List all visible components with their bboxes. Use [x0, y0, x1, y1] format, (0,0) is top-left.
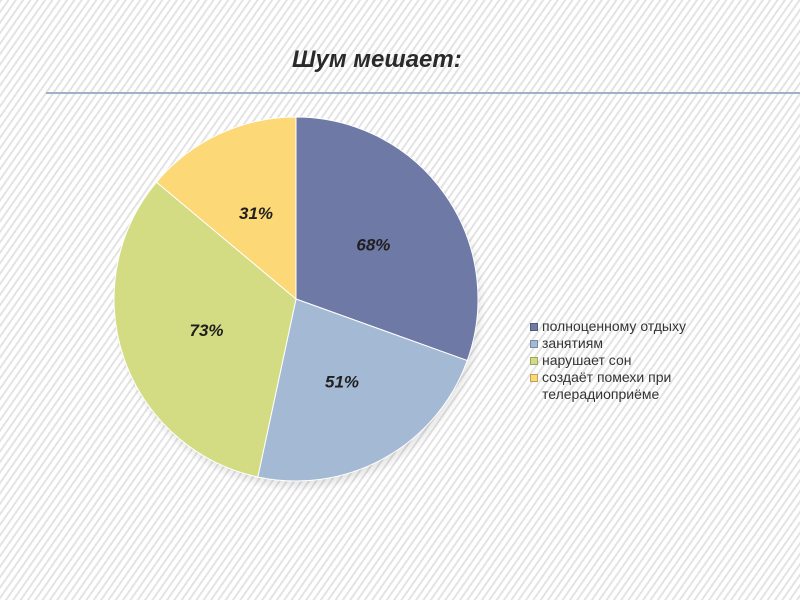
legend-swatch-2: [530, 340, 538, 348]
slice-label-1: 68%: [356, 236, 390, 255]
legend-item-3: нарушает сон: [530, 352, 710, 369]
legend-label-3: нарушает сон: [542, 352, 632, 368]
legend-swatch-1: [530, 323, 538, 331]
legend-item-1: полноценному отдыху: [530, 318, 710, 335]
legend-swatch-3: [530, 357, 538, 365]
slide-title: Шум мешает:: [292, 46, 462, 73]
slice-label-4: 31%: [239, 204, 273, 223]
pie-slice-4: [155, 116, 297, 301]
legend-label-2: занятиям: [542, 335, 603, 351]
legend-label-1: полноценному отдыху: [542, 318, 686, 334]
pie-slice-2: [257, 298, 468, 482]
slice-label-3: 73%: [189, 321, 223, 340]
pie-slice-1: [295, 116, 479, 362]
legend-item-4: создаёт помехи при телерадиоприёме: [530, 369, 710, 403]
legend-swatch-4: [530, 374, 538, 382]
legend-item-2: занятиям: [530, 335, 710, 352]
slice-label-2: 51%: [325, 373, 359, 392]
title-divider: [46, 92, 800, 94]
legend-label-4: создаёт помехи при телерадиоприёме: [542, 369, 672, 402]
pie-slice-3: [113, 181, 297, 478]
chart-legend: полноценному отдыху занятиям нарушает сон с…: [530, 318, 710, 403]
